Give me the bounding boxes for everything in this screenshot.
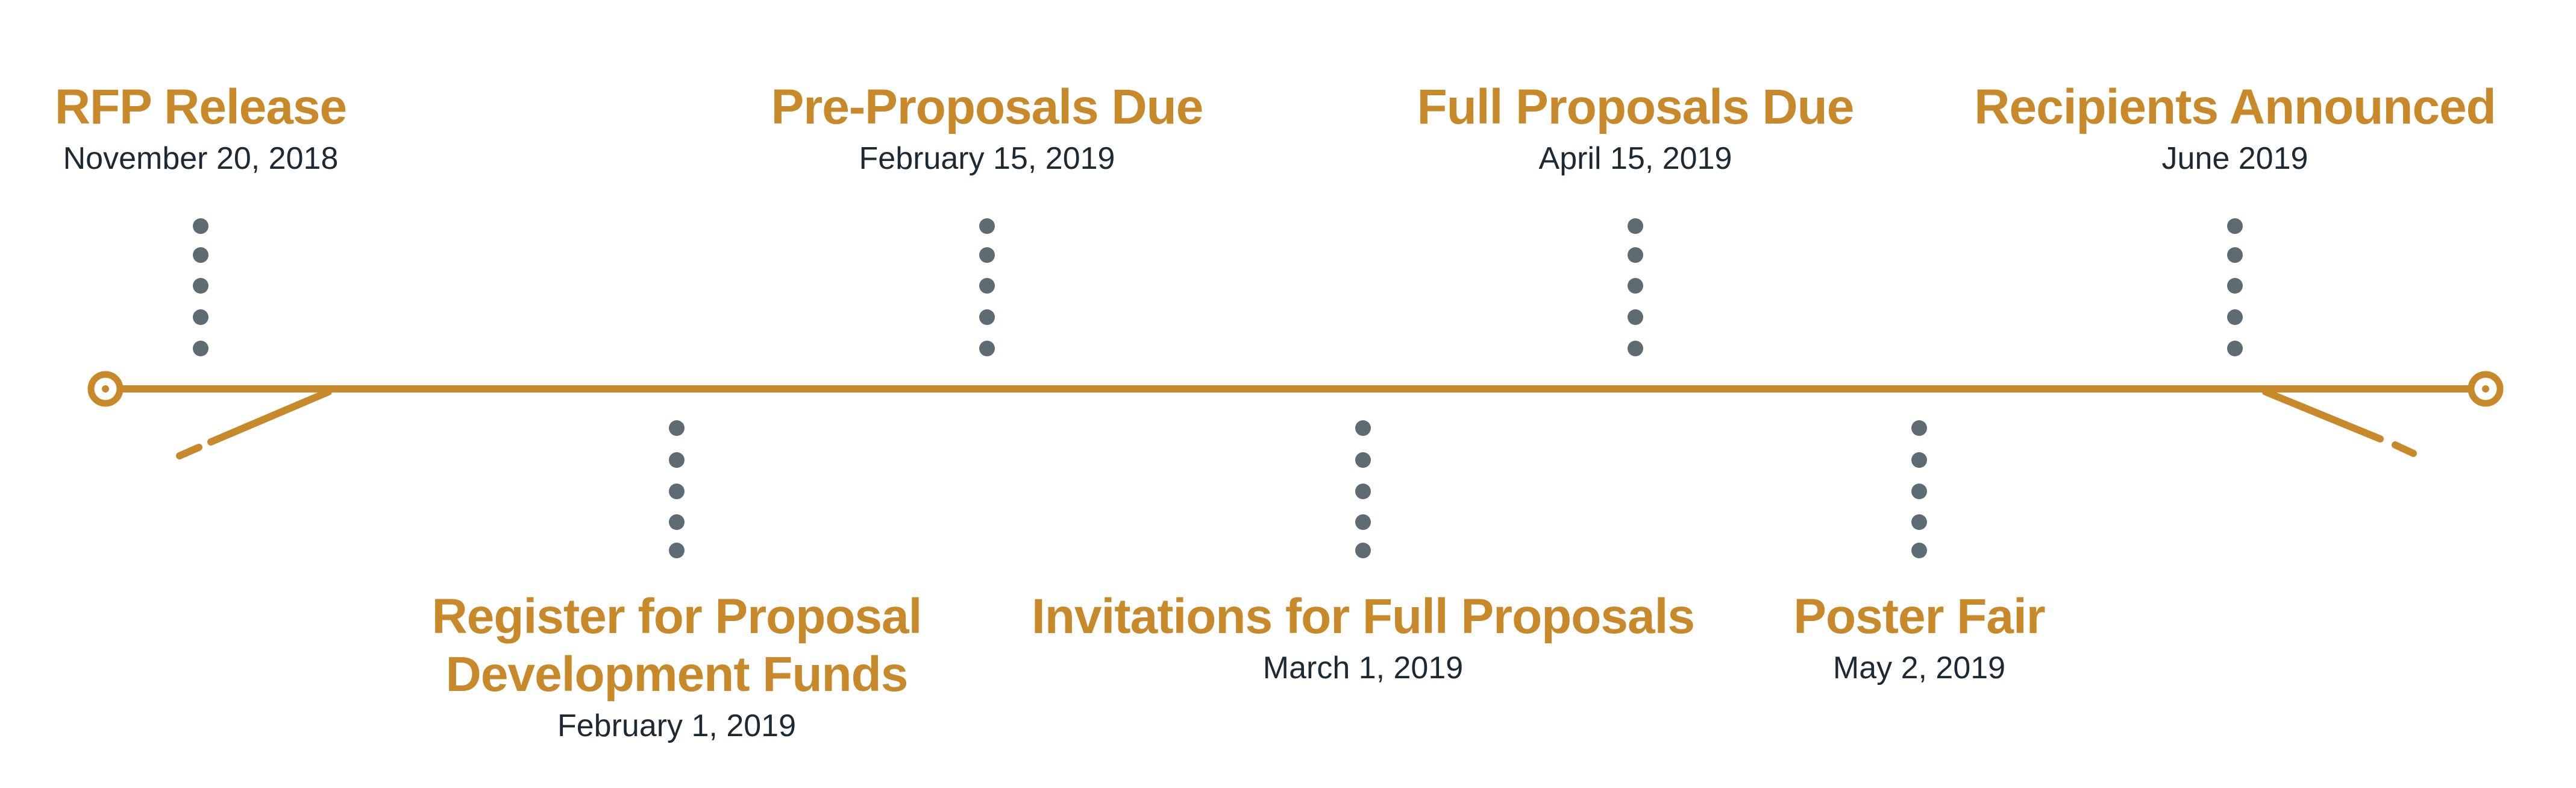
- connector-dot: [669, 484, 685, 499]
- milestone: Recipients Announced June 2019: [1974, 78, 2496, 180]
- milestone-title: Development Funds: [445, 647, 909, 702]
- connector-dot: [1911, 420, 1927, 436]
- connector-dot: [669, 452, 685, 468]
- milestone-date: April 15, 2019: [1538, 141, 1732, 176]
- connector-dot: [2227, 278, 2243, 294]
- milestone: Full Proposals Due April 15, 2019: [1417, 78, 1855, 180]
- connector-dot: [193, 278, 208, 294]
- connector-dot: [669, 420, 685, 436]
- milestone-date: February 15, 2019: [859, 141, 1115, 176]
- milestone-title: Full Proposals Due: [1417, 80, 1855, 134]
- connector-dot: [193, 247, 208, 263]
- milestone-date: February 1, 2019: [557, 708, 797, 743]
- connector-dot: [1628, 247, 1643, 263]
- connector-dot: [193, 218, 208, 234]
- connector-dot: [1628, 218, 1643, 234]
- connector-dot: [1911, 484, 1927, 499]
- milestone: Pre-Proposals Due February 15, 2019: [771, 78, 1204, 180]
- connector-dot: [193, 309, 208, 325]
- timeline-end-center: [2482, 385, 2489, 392]
- milestone-title: Invitations for Full Proposals: [1032, 589, 1695, 644]
- milestone-title: Register for Proposal: [431, 589, 923, 644]
- milestone-connectors: [193, 218, 2243, 558]
- connector-dot: [979, 218, 995, 234]
- connector-dot: [1628, 341, 1643, 356]
- connector-dot: [1355, 420, 1371, 436]
- connector-dot: [669, 514, 685, 530]
- left-branch-line: [207, 388, 332, 446]
- milestone-title: Pre-Proposals Due: [771, 80, 1204, 134]
- left-branch-dash: [176, 444, 202, 459]
- milestone: Poster Fair May 2, 2019: [1793, 588, 2045, 689]
- connector-dot: [2227, 309, 2243, 325]
- connector-dot: [1355, 484, 1371, 499]
- timeline-start-center: [102, 385, 109, 392]
- connector-dot: [979, 341, 995, 356]
- milestone-date: June 2019: [2161, 141, 2308, 176]
- milestone-title: Poster Fair: [1793, 589, 2045, 644]
- connector-dot: [1628, 278, 1643, 294]
- connector-dot: [2227, 218, 2243, 234]
- milestone-title: Recipients Announced: [1974, 80, 2496, 134]
- connector-dot: [2227, 247, 2243, 263]
- connector-dot: [1911, 543, 1927, 558]
- milestone: Invitations for Full Proposals March 1, 2…: [1032, 588, 1695, 689]
- connector-dot: [979, 247, 995, 263]
- timeline-axis: [87, 371, 2504, 459]
- milestone: RFP Release November 20, 2018: [54, 78, 347, 180]
- connector-dot: [979, 309, 995, 325]
- connector-dot: [1628, 309, 1643, 325]
- connector-dot: [1355, 514, 1371, 530]
- connector-dot: [193, 341, 208, 356]
- right-branch-line: [2262, 388, 2384, 443]
- connector-dot: [1355, 452, 1371, 468]
- connector-dot: [2227, 341, 2243, 356]
- milestone-date: November 20, 2018: [63, 141, 339, 176]
- connector-dot: [979, 278, 995, 294]
- milestone: Register for Proposal Development Funds Fe…: [431, 588, 923, 747]
- connector-dot: [669, 543, 685, 558]
- connector-dot: [1911, 514, 1927, 530]
- right-branch-dash: [2392, 441, 2417, 457]
- milestone-date: May 2, 2019: [1832, 651, 2006, 686]
- milestone-title: RFP Release: [54, 80, 347, 134]
- connector-dot: [1355, 543, 1371, 558]
- milestone-date: March 1, 2019: [1262, 651, 1464, 686]
- connector-dot: [1911, 452, 1927, 468]
